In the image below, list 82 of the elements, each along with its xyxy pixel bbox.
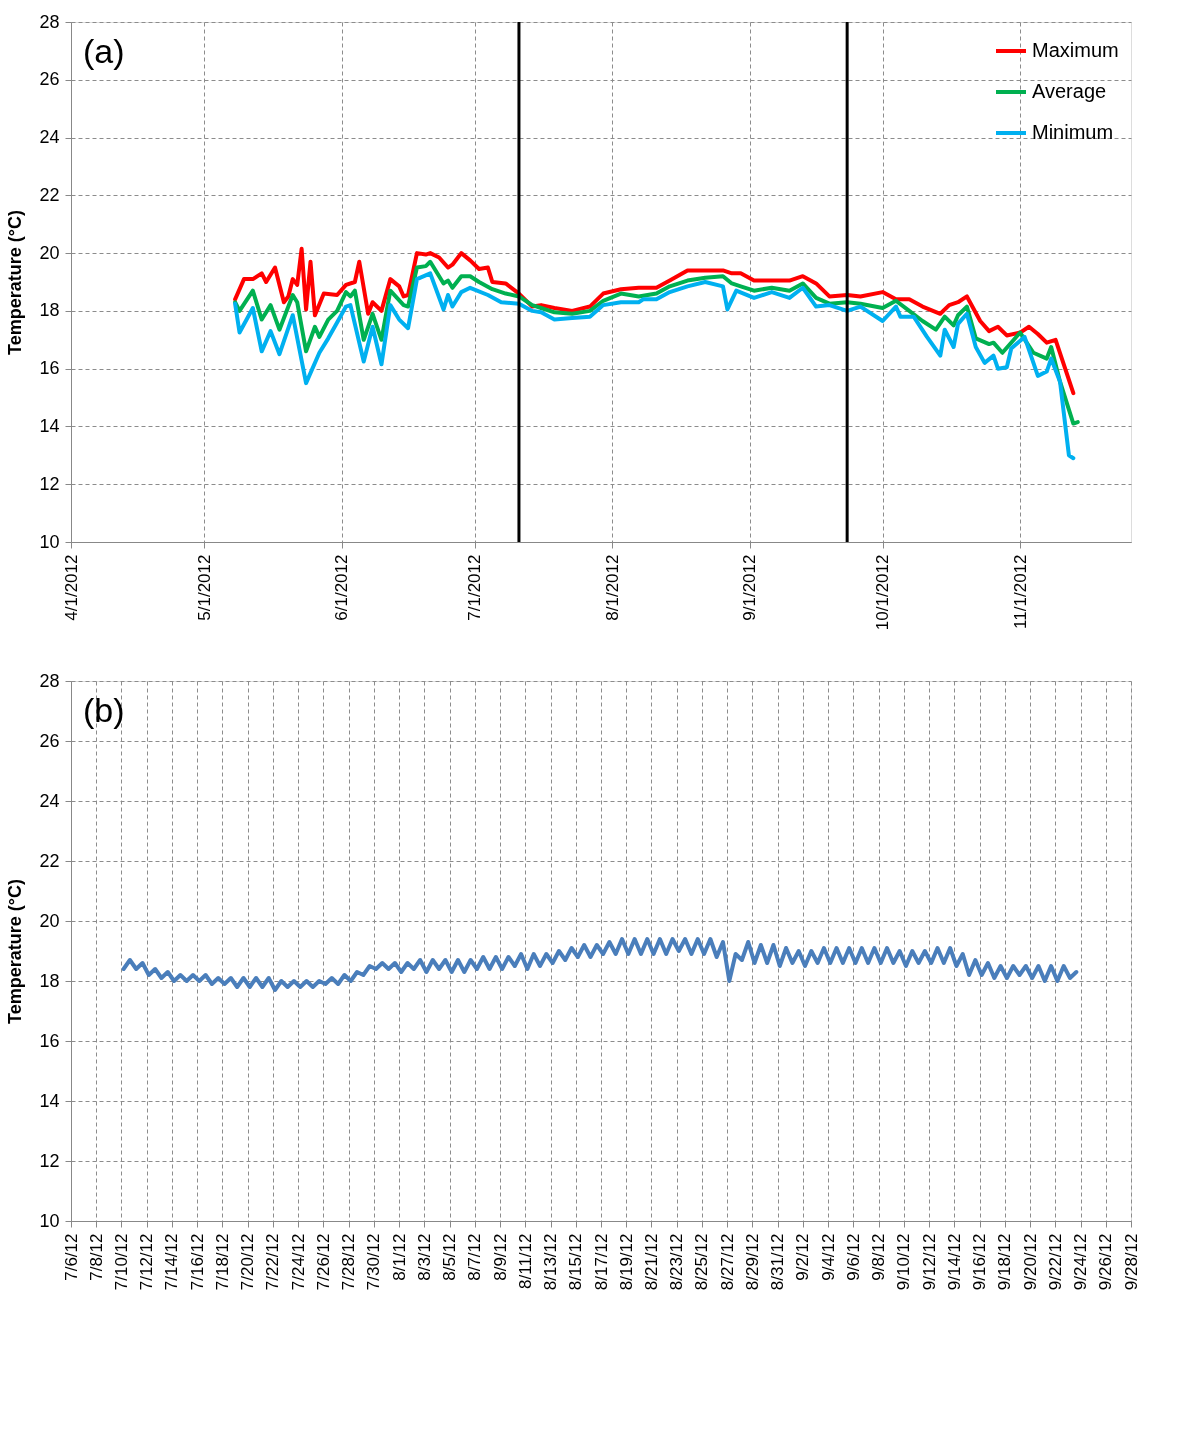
x-tick-label: 7/18/12 (212, 1233, 232, 1291)
legend-label: Maximum (1032, 39, 1119, 61)
y-tick-label: 18 (39, 970, 60, 991)
y-tick-label: 18 (39, 300, 60, 321)
y-tick-label: 16 (39, 1030, 60, 1051)
x-tick-label: 7/6/12 (61, 1233, 81, 1281)
x-tick-label: 7/30/12 (364, 1233, 384, 1291)
x-tick-label: 7/20/12 (238, 1233, 258, 1291)
x-tick-label: 7/28/12 (339, 1233, 359, 1291)
x-tick-label: 8/13/12 (541, 1233, 561, 1291)
y-tick-label: 20 (39, 242, 60, 263)
x-tick-label: 7/22/12 (263, 1233, 283, 1291)
x-tick-label: 7/1/2012 (465, 554, 485, 621)
y-tick-label: 16 (39, 358, 60, 379)
x-tick-label: 9/24/12 (1071, 1233, 1091, 1291)
line-series (233, 259, 1080, 426)
y-tick-label: 10 (39, 1210, 60, 1231)
x-tick-label: 5/1/2012 (194, 554, 214, 621)
x-tick-label: 7/8/12 (86, 1233, 106, 1281)
x-tick-label: 7/26/12 (313, 1233, 333, 1291)
x-tick-label: 9/20/12 (1020, 1233, 1040, 1291)
x-tick-label: 8/31/12 (768, 1233, 788, 1291)
y-tick-label: 20 (39, 910, 60, 931)
y-axis-title: Temperature (°C) (5, 879, 26, 1024)
annotation: (a) (83, 32, 125, 70)
line-series (121, 937, 1079, 992)
y-tick-label: 12 (39, 473, 60, 494)
x-tick-label: 7/12/12 (137, 1233, 157, 1291)
x-tick-label: 7/24/12 (288, 1233, 308, 1291)
x-tick-label: 8/23/12 (667, 1233, 687, 1291)
legend-label: Average (1032, 80, 1107, 102)
x-tick-label: 9/26/12 (1096, 1233, 1116, 1291)
x-tick-label: 9/8/12 (869, 1233, 889, 1281)
x-tick-label: 7/16/12 (187, 1233, 207, 1291)
x-tick-label: 9/12/12 (919, 1233, 939, 1291)
y-tick-label: 22 (39, 850, 60, 871)
x-tick-label: 8/7/12 (465, 1233, 485, 1281)
x-tick-label: 8/11/12 (515, 1233, 535, 1289)
y-axis-title: Temperature (°C) (5, 210, 26, 355)
x-tick-label: 6/1/2012 (332, 554, 352, 621)
x-tick-label: 8/19/12 (616, 1233, 636, 1291)
x-tick-label: 9/10/12 (894, 1233, 914, 1291)
y-tick-label: 14 (39, 1090, 60, 1111)
line-series (233, 271, 1076, 461)
x-tick-label: 9/4/12 (818, 1233, 838, 1281)
y-tick-label: 24 (39, 790, 60, 811)
x-tick-label: 10/1/2012 (873, 554, 893, 631)
x-tick-label: 9/6/12 (843, 1233, 863, 1281)
y-tick-label: 14 (39, 415, 60, 436)
y-tick-label: 28 (39, 670, 60, 691)
x-tick-label: 9/28/12 (1121, 1233, 1141, 1291)
x-tick-label: 7/10/12 (111, 1233, 131, 1291)
x-tick-label: 8/3/12 (414, 1233, 434, 1281)
y-tick-label: 24 (39, 127, 60, 148)
y-tick-label: 26 (39, 69, 60, 90)
y-tick-label: 12 (39, 1150, 60, 1171)
x-tick-label: 8/1/12 (389, 1233, 409, 1281)
x-tick-label: 8/17/12 (591, 1233, 611, 1291)
line-series (233, 246, 1076, 396)
x-tick-label: 9/1/2012 (740, 554, 760, 621)
x-tick-label: 9/18/12 (995, 1233, 1015, 1291)
x-tick-label: 9/14/12 (944, 1233, 964, 1291)
x-tick-label: 11/1/2012 (1010, 554, 1030, 629)
y-tick-label: 22 (39, 184, 60, 205)
x-tick-label: 7/14/12 (162, 1233, 182, 1291)
x-tick-label: 8/5/12 (440, 1233, 460, 1281)
x-tick-label: 8/25/12 (692, 1233, 712, 1291)
x-tick-label: 9/16/12 (970, 1233, 990, 1291)
y-tick-label: 26 (39, 730, 60, 751)
x-tick-label: 8/29/12 (742, 1233, 762, 1291)
x-tick-label: 4/1/2012 (61, 554, 81, 621)
x-tick-label: 8/15/12 (566, 1233, 586, 1291)
x-tick-label: 8/1/2012 (602, 554, 622, 621)
x-tick-label: 9/22/12 (1045, 1233, 1065, 1291)
x-tick-label: 9/2/12 (793, 1233, 813, 1281)
x-tick-label: 8/27/12 (717, 1233, 737, 1291)
x-tick-label: 8/9/12 (490, 1233, 510, 1281)
x-tick-label: 8/21/12 (641, 1233, 661, 1291)
y-tick-label: 28 (39, 11, 60, 32)
y-tick-label: 10 (39, 531, 60, 552)
legend-label: Minimum (1032, 121, 1114, 143)
annotation: (b) (83, 691, 125, 729)
